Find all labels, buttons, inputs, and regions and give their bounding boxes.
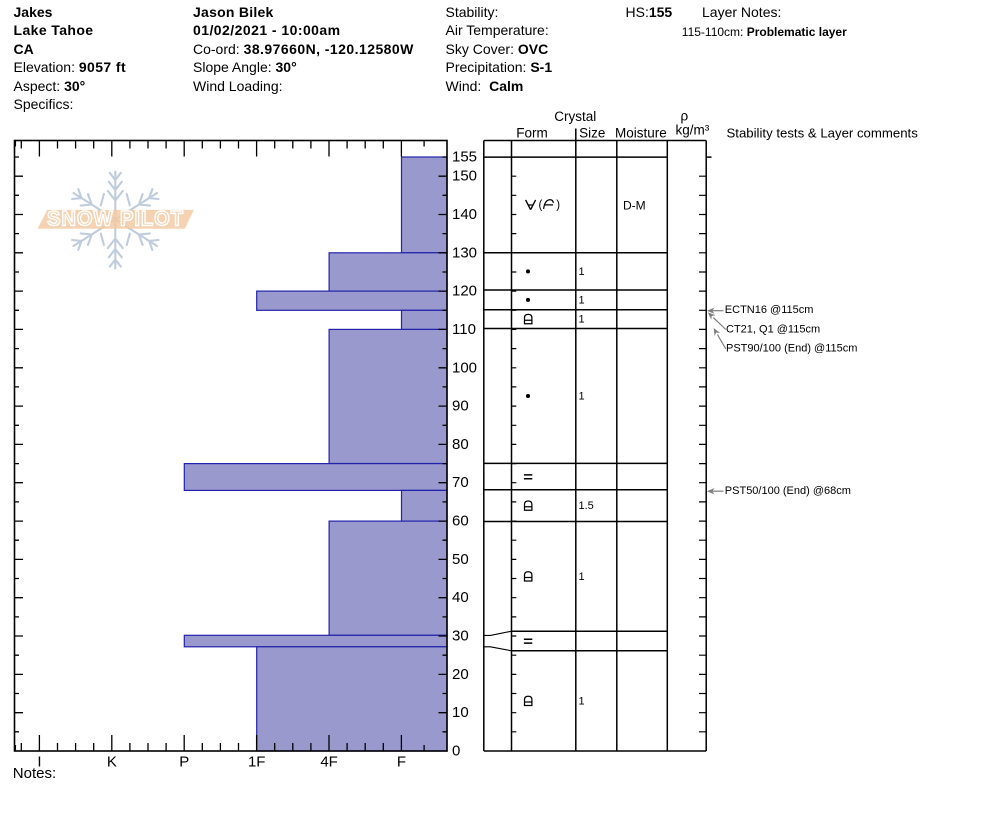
svg-text:150: 150 <box>452 168 477 185</box>
svg-text:CT21, Q1 @115cm: CT21, Q1 @115cm <box>726 323 820 335</box>
svg-text:D-M: D-M <box>623 198 646 212</box>
svg-text:30: 30 <box>452 628 469 645</box>
svg-text:ECTN16 @115cm: ECTN16 @115cm <box>725 304 814 316</box>
svg-text:100: 100 <box>452 359 477 376</box>
svg-text:1: 1 <box>579 571 585 583</box>
svg-text:1: 1 <box>579 314 585 326</box>
svg-text:K: K <box>107 753 117 770</box>
svg-text:Crystal: Crystal <box>554 109 596 124</box>
svg-text:PST90/100 (End) @115cm: PST90/100 (End) @115cm <box>726 343 857 355</box>
svg-text:Stability tests & Layer commen: Stability tests & Layer comments <box>727 125 919 140</box>
svg-text:1: 1 <box>579 390 585 402</box>
svg-text:50: 50 <box>452 551 469 568</box>
svg-text:140: 140 <box>452 206 477 223</box>
svg-text:80: 80 <box>452 436 469 453</box>
svg-text:90: 90 <box>452 398 469 415</box>
svg-text:ρ: ρ <box>680 108 688 123</box>
svg-text:60: 60 <box>452 513 469 530</box>
svg-text:40: 40 <box>452 589 469 606</box>
svg-text:1.5: 1.5 <box>579 500 594 512</box>
svg-text:F: F <box>397 753 406 770</box>
svg-text:): ) <box>556 200 560 212</box>
svg-text:1: 1 <box>579 695 585 707</box>
svg-text:70: 70 <box>452 474 469 491</box>
svg-text:P: P <box>179 753 189 770</box>
svg-text:1: 1 <box>579 294 585 306</box>
svg-text:I: I <box>37 753 41 770</box>
svg-text:120: 120 <box>452 283 477 300</box>
svg-text:130: 130 <box>452 244 477 261</box>
svg-text:PST50/100 (End) @68cm: PST50/100 (End) @68cm <box>725 485 851 497</box>
svg-text:Moisture: Moisture <box>615 125 667 140</box>
svg-text:1: 1 <box>579 266 585 278</box>
svg-text:1F: 1F <box>248 753 266 770</box>
svg-text:Form: Form <box>516 125 548 140</box>
svg-text:4F: 4F <box>320 753 338 770</box>
svg-text:SNOW PILOT: SNOW PILOT <box>47 208 184 231</box>
svg-text:0: 0 <box>452 743 460 760</box>
svg-text:110: 110 <box>452 321 476 338</box>
svg-text:Size: Size <box>579 125 605 140</box>
svg-text:(: ( <box>539 200 543 212</box>
svg-text:10: 10 <box>452 704 469 721</box>
svg-text:155: 155 <box>452 149 477 166</box>
svg-text:kg/m³: kg/m³ <box>676 123 710 138</box>
svg-text:20: 20 <box>452 666 469 683</box>
